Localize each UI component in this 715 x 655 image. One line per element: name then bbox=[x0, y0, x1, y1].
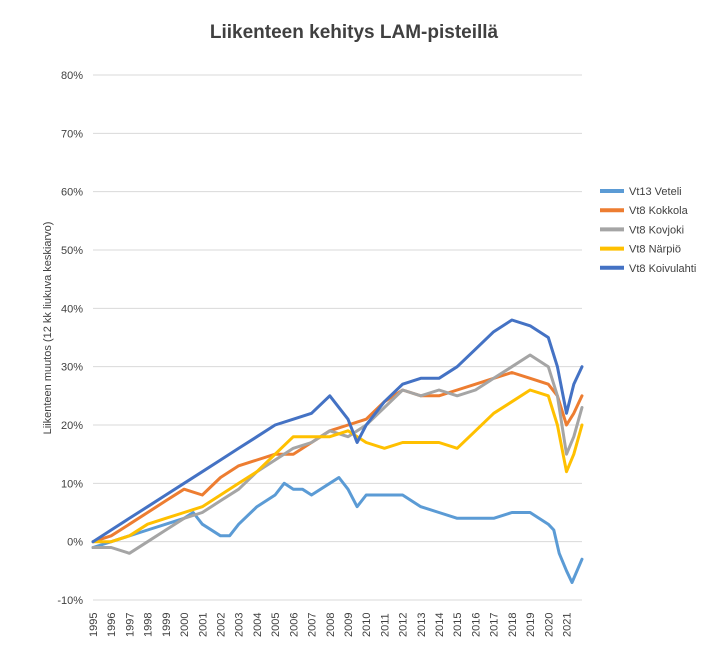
x-tick-label: 2020 bbox=[543, 613, 555, 637]
x-tick-label: 2010 bbox=[361, 613, 373, 637]
x-tick-label: 1995 bbox=[88, 613, 100, 637]
series-line bbox=[91, 476, 584, 584]
series-line bbox=[91, 353, 584, 555]
x-tick-label: 1997 bbox=[124, 613, 136, 637]
legend-label: Vt8 Koivulahti bbox=[629, 263, 696, 275]
x-tick-label: 2004 bbox=[252, 613, 264, 637]
y-tick-label: 40% bbox=[61, 303, 83, 315]
legend-label: Vt8 Närpiö bbox=[629, 244, 681, 256]
legend-label: Vt8 Kokkola bbox=[629, 205, 689, 217]
y-axis-ticks: -10% 0% 10% 20% 30% 40% 50% 60% 70% 80% bbox=[57, 70, 83, 607]
x-tick-label: 2007 bbox=[307, 613, 319, 637]
x-tick-label: 2017 bbox=[489, 613, 501, 637]
gridlines bbox=[93, 74, 582, 601]
x-tick-label: 2016 bbox=[470, 613, 482, 637]
x-tick-label: 2012 bbox=[398, 613, 410, 637]
x-tick-label: 2003 bbox=[234, 613, 246, 637]
legend-label: Vt13 Veteli bbox=[629, 186, 682, 198]
y-tick-label: 50% bbox=[61, 245, 83, 257]
plot-area bbox=[91, 318, 584, 584]
y-tick-label: 20% bbox=[61, 420, 83, 432]
legend: Vt13 Veteli Vt8 Kokkola Vt8 Kovjoki Vt8 När… bbox=[600, 186, 696, 275]
y-tick-label: 70% bbox=[61, 128, 83, 140]
series-line bbox=[91, 371, 584, 544]
x-tick-label: 2005 bbox=[270, 613, 282, 637]
x-tick-label: 2011 bbox=[379, 613, 391, 637]
x-axis-ticks: 1995 1996 1997 1998 1999 2000 2001 2002 2003 2004… bbox=[88, 613, 574, 637]
y-tick-label: 0% bbox=[67, 537, 83, 549]
x-tick-label: 2006 bbox=[288, 613, 300, 637]
x-tick-label: 2015 bbox=[452, 613, 464, 637]
y-tick-label: 60% bbox=[61, 187, 83, 199]
y-axis-title: Liikenteen muutos (12 kk liukuva keskiar… bbox=[42, 222, 54, 435]
x-tick-label: 2008 bbox=[325, 613, 337, 637]
x-tick-label: 2009 bbox=[343, 613, 355, 637]
series-line bbox=[91, 318, 584, 544]
x-tick-label: 1998 bbox=[143, 613, 155, 637]
x-tick-label: 2014 bbox=[434, 613, 446, 637]
y-tick-label: 10% bbox=[61, 478, 83, 490]
x-tick-label: 2013 bbox=[416, 613, 428, 637]
x-tick-label: 2001 bbox=[197, 613, 209, 637]
legend-label: Vt8 Kovjoki bbox=[629, 224, 684, 236]
y-tick-label: 80% bbox=[61, 70, 83, 82]
x-tick-label: 2021 bbox=[562, 613, 574, 637]
x-tick-label: 2000 bbox=[179, 613, 191, 637]
chart-title: Liikenteen kehitys LAM-pisteillä bbox=[210, 22, 499, 43]
x-tick-label: 1996 bbox=[106, 613, 118, 637]
y-tick-label: 30% bbox=[61, 362, 83, 374]
x-tick-label: 2019 bbox=[525, 613, 537, 637]
x-tick-label: 2002 bbox=[215, 613, 227, 637]
y-tick-label: -10% bbox=[57, 595, 83, 607]
x-tick-label: 2018 bbox=[507, 613, 519, 637]
series-line bbox=[91, 388, 584, 544]
x-tick-label: 1999 bbox=[161, 613, 173, 637]
